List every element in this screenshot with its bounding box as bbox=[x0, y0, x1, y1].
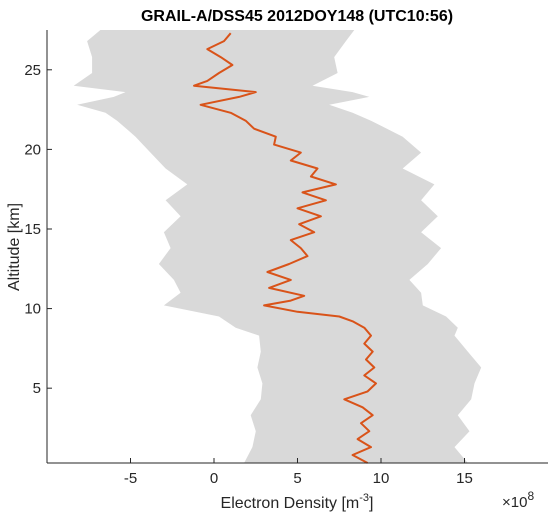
x-tick-label: 5 bbox=[293, 470, 301, 487]
y-tick-label: 5 bbox=[33, 380, 41, 397]
plot-area bbox=[73, 30, 482, 464]
y-axis-label: Altitude [km] bbox=[6, 203, 23, 291]
y-tick-label: 20 bbox=[24, 141, 41, 158]
x-axis-label: Electron Density [m-3] bbox=[221, 492, 374, 512]
y-tick-label: 25 bbox=[24, 62, 41, 79]
mean-density-line bbox=[193, 32, 377, 464]
x-axis-label-close: ] bbox=[369, 495, 373, 512]
x-tick-label: 15 bbox=[456, 470, 473, 487]
x-multiplier-exponent: 8 bbox=[527, 489, 534, 503]
y-tick-label: 15 bbox=[24, 221, 41, 238]
uncertainty-band bbox=[73, 30, 482, 463]
x-tick-label: 0 bbox=[210, 470, 218, 487]
x-tick-label: -5 bbox=[124, 470, 137, 487]
x-multiplier: ×108 bbox=[502, 489, 534, 511]
y-tick-label: 10 bbox=[24, 301, 41, 318]
axes: -5 0 5 10 15 5 10 15 20 25 bbox=[24, 30, 548, 487]
x-axis-label-exponent: -3 bbox=[359, 492, 369, 504]
chart-title: GRAIL-A/DSS45 2012DOY148 (UTC10:56) bbox=[141, 8, 453, 25]
x-tick-label: 10 bbox=[373, 470, 390, 487]
